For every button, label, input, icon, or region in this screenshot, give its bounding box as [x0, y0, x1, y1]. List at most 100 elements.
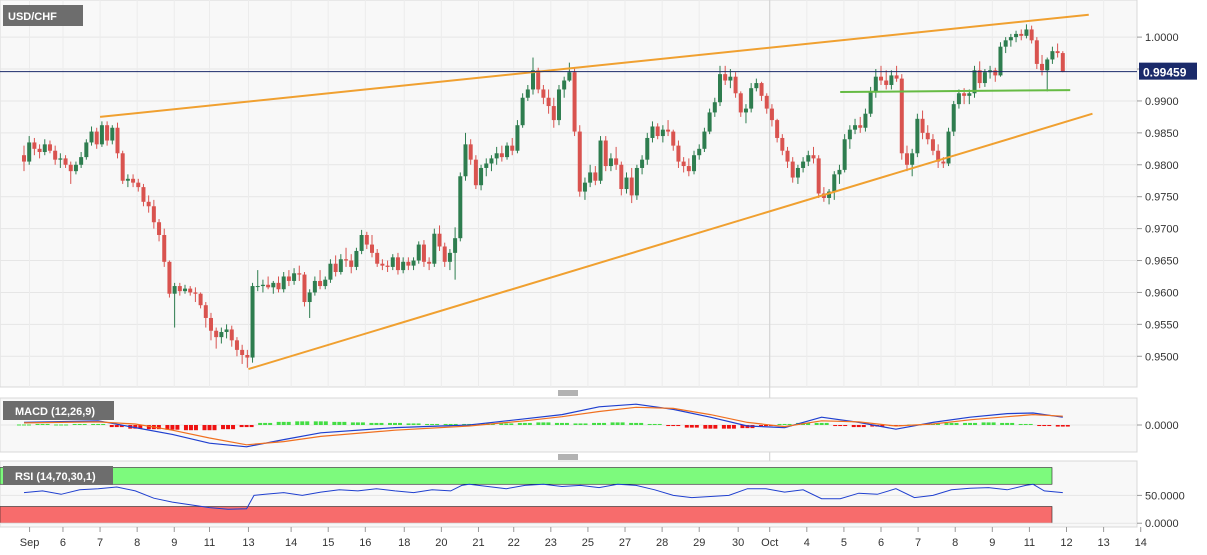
trendline [99, 13, 1089, 118]
candle [520, 93, 525, 128]
macd-panel[interactable]: MACD (12,26,9) [0, 397, 1138, 453]
macd-histogram-bar [843, 425, 848, 427]
candle [1060, 51, 1065, 73]
rsi-panel[interactable]: RSI (14,70,30,1) [0, 460, 1138, 528]
candle-body [146, 201, 151, 207]
time-tick-label: 22 [508, 537, 520, 549]
candle-body [354, 250, 359, 267]
candle-body [151, 206, 156, 223]
macd-histogram-bar [721, 425, 726, 429]
candle [894, 65, 899, 82]
candle [666, 120, 671, 137]
time-tick-label: 5 [841, 537, 847, 549]
candle-body [962, 93, 967, 96]
candle-body [993, 70, 998, 76]
candle-body [577, 131, 582, 192]
price-panel[interactable]: USD/CHF [0, 0, 1138, 527]
candle-body [868, 91, 873, 114]
macd-histogram-bar [146, 425, 151, 430]
price-tick-label: 0.9800 [1145, 160, 1179, 172]
candle [728, 69, 733, 89]
candle [640, 155, 645, 175]
symbol-label-background [3, 5, 83, 26]
candle [556, 84, 561, 126]
candle [884, 70, 889, 90]
candle [816, 155, 821, 198]
macd-histogram-bar [165, 425, 170, 430]
macd-histogram-bar [694, 425, 699, 428]
candle-body [536, 70, 541, 90]
candle [344, 247, 349, 267]
candle [998, 42, 1003, 77]
macd-histogram-bar [629, 422, 634, 425]
time-tick-label: 8 [952, 537, 958, 549]
candle [390, 254, 395, 271]
rsi-axis: 50.0000 0.0000 [1137, 490, 1185, 530]
macd-histogram-bar [323, 421, 328, 425]
macd-histogram-bar [175, 425, 180, 430]
candle-body [634, 167, 639, 196]
panel-splitter-handle-2[interactable] [558, 454, 578, 460]
macd-histogram-bar [949, 422, 954, 425]
candle-body [494, 153, 499, 159]
candle-body [42, 144, 47, 153]
time-tick-label: 13 [242, 537, 254, 549]
candle [603, 136, 608, 172]
candle [889, 70, 894, 90]
candle-body [276, 282, 281, 290]
candle-body [188, 288, 193, 293]
macd-histogram-bar [350, 422, 355, 425]
candle-body [369, 244, 374, 253]
candle-body [333, 263, 338, 273]
candle [837, 164, 842, 184]
candle [624, 172, 629, 194]
candle-body [556, 89, 561, 121]
candle-body [136, 182, 141, 188]
current-price-tag: 0.99459 [1139, 62, 1197, 80]
macd-histogram-bar [170, 425, 175, 430]
candle-body [697, 148, 702, 156]
candle-body [484, 163, 489, 168]
macd-histogram-bar [499, 423, 504, 425]
macd-histogram-bar [1023, 423, 1028, 425]
candle-body [172, 286, 177, 294]
candle-body [738, 93, 743, 113]
macd-histogram-bar [814, 422, 819, 425]
candle-body [427, 261, 432, 264]
price-tick-label: 1.0000 [1145, 32, 1179, 44]
current-price-tag-text: 0.99459 [1143, 66, 1187, 80]
macd-label-text: MACD (12,26,9) [15, 406, 95, 418]
candle-body [1050, 51, 1055, 60]
macd-tick-label: 0.0000 [1145, 420, 1179, 432]
time-tick-label: 15 [322, 537, 334, 549]
panel-splitter-handle[interactable] [558, 390, 578, 396]
rsi-label: RSI (14,70,30,1) [3, 466, 113, 485]
candle [738, 91, 743, 117]
rsi-line [23, 483, 1063, 510]
candle [229, 325, 234, 347]
macd-histogram-bar [583, 423, 588, 425]
candle-body [842, 139, 847, 170]
candle-body [328, 263, 333, 280]
candle [240, 344, 245, 364]
candle-body [686, 166, 691, 172]
candle-body [998, 46, 1003, 76]
macd-histogram-bar [286, 421, 291, 425]
candle [977, 61, 982, 89]
candle-body [743, 108, 748, 113]
candle-body [889, 75, 894, 85]
candle-body [894, 75, 899, 79]
candle-body [956, 93, 961, 105]
trendline [248, 112, 1093, 370]
macd-histogram-bar [96, 423, 101, 425]
macd-histogram-bar [504, 423, 509, 425]
macd-histogram-bar [462, 423, 467, 425]
candle [541, 84, 546, 105]
macd-histogram-bar [188, 425, 193, 431]
macd-histogram-bar [374, 422, 379, 425]
candle [717, 65, 722, 107]
candle [702, 127, 707, 153]
macd-histogram-bar [806, 422, 811, 425]
candle [832, 171, 837, 200]
candle [162, 228, 167, 267]
